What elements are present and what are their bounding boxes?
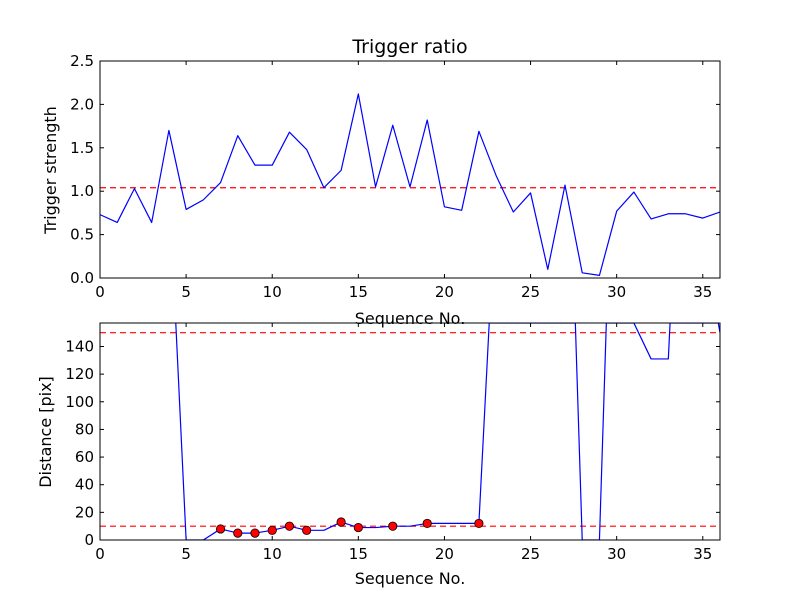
x-tick-label: 0 <box>95 545 105 563</box>
x-tick-label: 5 <box>181 283 191 301</box>
y-tick-label: 80 <box>75 420 94 438</box>
y-tick-label: 100 <box>65 393 94 411</box>
x-tick-label: 30 <box>607 283 626 301</box>
distance-subplot: Sequence No. Distance [pix] 0 5 10 15 20 25 30… <box>36 322 721 588</box>
y-tick-label: 1.0 <box>70 182 94 200</box>
series-line <box>100 93 720 276</box>
x-tick-label: 35 <box>693 545 712 563</box>
y-tick-label: 0.5 <box>70 226 94 244</box>
axes-frame <box>99 322 721 541</box>
x-tick-label: 5 <box>181 545 191 563</box>
y-tick-label: 2.5 <box>70 52 94 70</box>
data-point <box>215 524 226 534</box>
axis-ticks: 0 5 10 15 20 25 30 35 0.0 0.5 1.0 1.5 2.0 2.5 <box>70 52 720 301</box>
data-point <box>284 521 295 531</box>
x-tick-label: 25 <box>521 545 540 563</box>
y-tick-label: 0 <box>84 531 94 549</box>
axes-frame <box>99 60 721 279</box>
x-axis-label: Sequence No. <box>355 569 466 588</box>
plot-lines <box>100 93 720 276</box>
x-axis-label: Sequence No. <box>355 309 466 328</box>
y-tick-label: 140 <box>65 337 94 355</box>
x-tick-label: 20 <box>435 545 454 563</box>
data-point <box>302 525 312 535</box>
trigger-ratio-subplot: Trigger ratio Sequence No. Trigger stren… <box>41 36 721 328</box>
plot-lines <box>100 323 720 540</box>
data-point <box>422 518 432 529</box>
y-tick-label: 120 <box>65 365 94 383</box>
data-point <box>474 518 484 529</box>
x-tick-label: 20 <box>435 283 454 301</box>
y-tick-label: 20 <box>75 503 94 521</box>
data-point <box>267 525 277 535</box>
x-tick-label: 35 <box>693 283 712 301</box>
data-point <box>353 522 363 533</box>
y-tick-label: 2.0 <box>70 95 94 113</box>
y-tick-label: 60 <box>75 448 94 466</box>
y-axis-label: Distance [pix] <box>36 376 55 488</box>
x-tick-label: 10 <box>263 545 282 563</box>
x-tick-label: 15 <box>349 283 368 301</box>
x-tick-label: 30 <box>607 545 626 563</box>
y-tick-label: 40 <box>75 476 94 494</box>
y-tick-label: 1.5 <box>70 139 94 157</box>
chart-title: Trigger ratio <box>351 36 467 58</box>
x-tick-label: 10 <box>263 283 282 301</box>
x-tick-label: 0 <box>95 283 105 301</box>
data-point <box>388 521 398 531</box>
x-tick-label: 15 <box>349 545 368 563</box>
x-tick-label: 25 <box>521 283 540 301</box>
y-tick-label: 0.0 <box>70 269 94 287</box>
data-point <box>336 517 346 527</box>
data-point <box>250 528 260 538</box>
axis-ticks: 0 5 10 15 20 25 30 35 0 20 40 60 80 100 120 140 <box>65 323 720 563</box>
y-axis-label: Trigger strength <box>41 106 60 235</box>
data-point <box>233 528 243 538</box>
